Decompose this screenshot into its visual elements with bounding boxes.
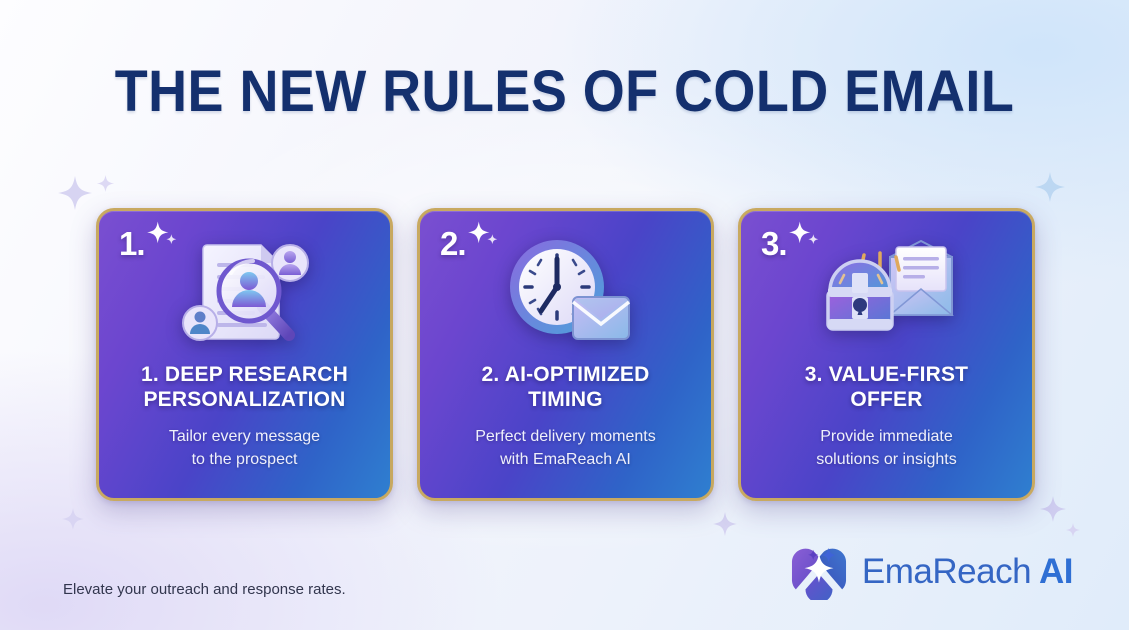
cards-row: 1. <box>96 208 1035 501</box>
card-ai-optimized-timing[interactable]: 2. <box>417 208 714 501</box>
footer-tagline: Elevate your outreach and response rates… <box>63 581 346 598</box>
card-value-first-offer[interactable]: 3. <box>738 208 1035 501</box>
sparkle-decoration-left-upper <box>58 176 92 210</box>
brand-logo-text: EmaReach AI <box>861 552 1074 592</box>
page-title-container: THE NEW RULES OF COLD EMAIL <box>0 58 1129 125</box>
page-title: THE NEW RULES OF COLD EMAIL <box>114 59 1015 124</box>
sparkle-decoration-bottom-center <box>713 512 737 536</box>
sparkle-icon <box>145 219 179 253</box>
card-subtitle: Tailor every message to the prospect <box>168 428 321 468</box>
sparkle-decoration-right-lower-small <box>1066 523 1080 537</box>
brand-logo[interactable]: EmaReach AI <box>788 544 1073 600</box>
treasure-chest-envelope-icon <box>741 233 1032 355</box>
sparkle-icon <box>787 219 821 253</box>
card-subtitle: Perfect delivery moments with EmaReach A… <box>475 428 656 468</box>
card-title: 3. VALUE-FIRST OFFER <box>804 363 969 411</box>
card-title: 2. AI-OPTIMIZED TIMING <box>481 363 650 411</box>
emareach-bowtie-sparkle-mark-icon <box>788 544 850 600</box>
brand-name: EmaReach <box>861 552 1032 591</box>
card-subtitle: Provide immediate solutions or insights <box>816 428 957 468</box>
card-text-block: 3. VALUE-FIRST OFFER Provide immediate s… <box>751 363 1022 472</box>
card-text-block: 1. DEEP RESEARCH PERSONALIZATION Tailor … <box>109 363 380 472</box>
card-number: 3. <box>761 225 788 262</box>
brand-suffix: AI <box>1031 552 1074 591</box>
card-number: 1. <box>119 225 146 262</box>
document-magnifier-person-icon <box>99 233 390 355</box>
sparkle-decoration-right-lower <box>1040 496 1066 522</box>
card-deep-research-personalization[interactable]: 1. <box>96 208 393 501</box>
sparkle-icon <box>466 219 500 253</box>
clock-envelope-icon <box>420 233 711 355</box>
sparkle-decoration-right-upper <box>1035 172 1065 202</box>
card-title: 1. DEEP RESEARCH PERSONALIZATION <box>140 363 349 411</box>
sparkle-decoration-left-lower <box>62 508 84 530</box>
card-text-block: 2. AI-OPTIMIZED TIMING Perfect delivery … <box>430 363 701 472</box>
card-number: 2. <box>440 225 467 262</box>
sparkle-decoration-left-upper-small <box>97 175 114 192</box>
